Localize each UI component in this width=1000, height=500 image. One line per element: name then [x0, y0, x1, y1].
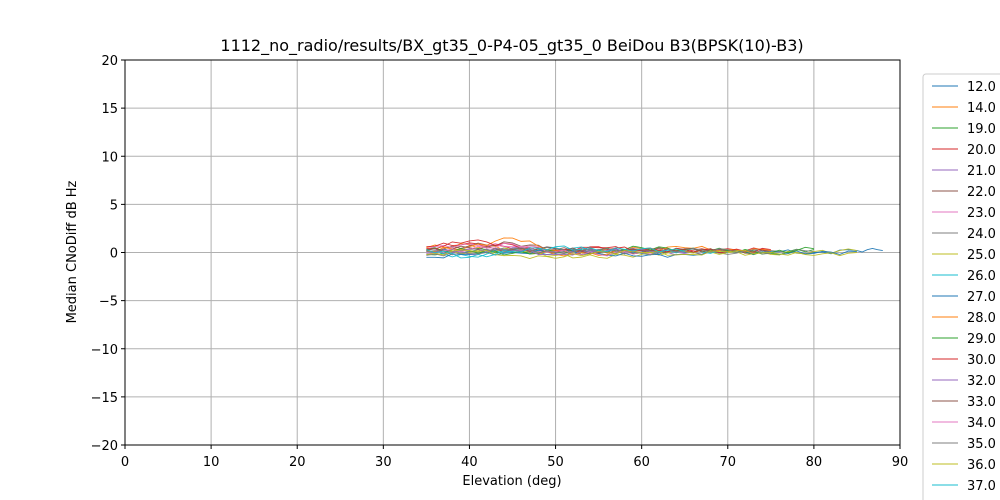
legend-label: 34.0	[967, 416, 996, 431]
series-line	[426, 242, 642, 257]
y-axis: 20 15 10 5 0 −5 −10 −15 −20	[91, 54, 125, 454]
legend-label: 22.0	[967, 185, 996, 200]
x-tick-label: 50	[547, 455, 564, 470]
y-tick-label: 20	[101, 54, 118, 69]
y-tick-label: −20	[91, 439, 118, 454]
legend-label: 32.0	[967, 374, 996, 389]
y-tick-label: 10	[101, 150, 118, 165]
series-line	[426, 249, 857, 259]
legend-label: 36.0	[967, 458, 996, 473]
legend-label: 33.0	[967, 395, 996, 410]
legend-label: 26.0	[967, 269, 996, 284]
x-tick-label: 60	[633, 455, 650, 470]
y-tick-label: −5	[99, 295, 118, 310]
legend-box	[922, 73, 1000, 500]
x-axis-label: Elevation (deg)	[462, 474, 561, 489]
legend-label: 35.0	[967, 437, 996, 452]
plot-lines	[426, 237, 883, 260]
series-line	[426, 247, 685, 256]
series-line	[426, 249, 857, 260]
legend-label: 24.0	[967, 227, 996, 242]
chart-title: 1112_no_radio/results/BX_gt35_0-P4-05_gt…	[220, 36, 803, 56]
y-tick-label: −15	[91, 391, 118, 406]
y-tick-label: −10	[91, 343, 118, 358]
series-line	[426, 239, 771, 254]
legend: 12.0 14.0 19.0 20.0 21.0 22.0 23.0 24.0 25.0 26.0…	[922, 73, 1000, 500]
y-tick-label: 0	[110, 247, 118, 262]
legend-label: 37.0	[967, 479, 996, 494]
legend-label: 25.0	[967, 248, 996, 263]
series-line	[426, 246, 728, 258]
series-line	[426, 247, 858, 259]
series-line	[426, 245, 685, 259]
x-tick-label: 70	[720, 455, 737, 470]
legend-label: 14.0	[967, 101, 996, 116]
x-axis: 0 10 20 30 40 50 60 70 80 90	[121, 445, 908, 470]
x-tick-label: 30	[375, 455, 392, 470]
x-tick-label: 0	[121, 455, 129, 470]
legend-label: 28.0	[967, 311, 996, 326]
x-tick-label: 80	[806, 455, 823, 470]
y-tick-label: 15	[101, 102, 118, 117]
x-tick-label: 90	[892, 455, 909, 470]
legend-label: 19.0	[967, 122, 996, 137]
y-axis-label: Median CNoDiff dB Hz	[65, 180, 80, 323]
x-tick-label: 40	[461, 455, 478, 470]
legend-label: 12.0	[967, 80, 996, 95]
legend-label: 20.0	[967, 143, 996, 158]
x-tick-label: 10	[203, 455, 220, 470]
legend-label: 27.0	[967, 290, 996, 305]
legend-label: 30.0	[967, 353, 996, 368]
legend-label: 21.0	[967, 164, 996, 179]
legend-label: 29.0	[967, 332, 996, 347]
legend-label: 23.0	[967, 206, 996, 221]
y-tick-label: 5	[110, 198, 118, 213]
x-tick-label: 20	[289, 455, 306, 470]
